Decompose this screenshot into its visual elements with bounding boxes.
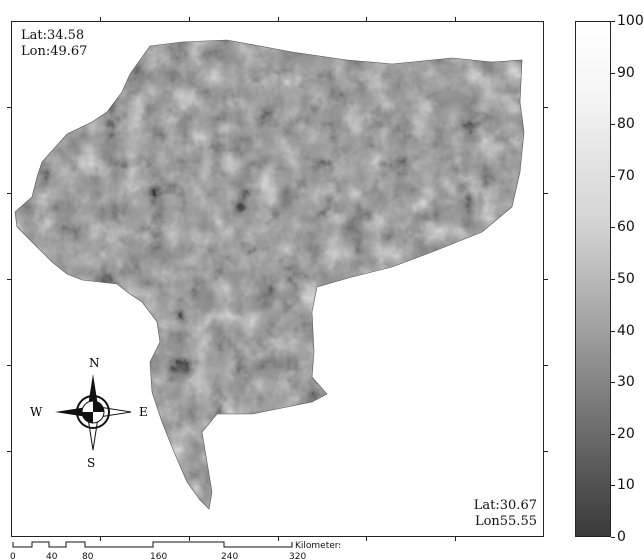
- bottom-right-lat: Lat:30.67: [473, 498, 537, 513]
- scale-bar-tick-label: 320: [289, 552, 306, 560]
- frame-tick: [100, 537, 101, 541]
- colorbar-tick-label: 80: [617, 116, 635, 132]
- colorbar-tick-label: 100: [617, 13, 644, 29]
- frame-tick: [100, 17, 101, 21]
- colorbar-tick-label: 20: [617, 426, 635, 442]
- frame-tick: [544, 193, 548, 194]
- colorbar-tick: [611, 382, 615, 383]
- compass-east-label: E: [139, 405, 148, 419]
- top-left-lat: Lat:34.58: [21, 28, 85, 43]
- frame-tick: [455, 17, 456, 21]
- frame-tick: [7, 365, 11, 366]
- frame-tick: [7, 107, 11, 108]
- colorbar-tick-label: 50: [617, 271, 635, 287]
- scale-bar-segments: [12, 541, 293, 548]
- bottom-right-coordinates: Lat:30.67 Lon55.55: [474, 498, 537, 530]
- colorbar-tick-label: 90: [617, 65, 635, 81]
- top-left-lon: Lon:49.67: [21, 44, 88, 59]
- colorbar-tick: [611, 73, 615, 74]
- scale-bar-tick-label: 0: [10, 552, 16, 560]
- colorbar-tick-label: 0: [617, 529, 626, 545]
- frame-tick: [544, 365, 548, 366]
- region-outline: [14, 39, 525, 510]
- frame-tick: [278, 17, 279, 21]
- colorbar-tick: [611, 21, 615, 22]
- colorbar-tick: [611, 279, 615, 280]
- frame-tick: [189, 17, 190, 21]
- colorbar-tick: [611, 227, 615, 228]
- bottom-right-lon: Lon55.55: [474, 514, 537, 529]
- colorbar-tick: [611, 176, 615, 177]
- top-left-coordinates: Lat:34.58 Lon:49.67: [21, 28, 87, 60]
- colorbar-tick-label: 40: [617, 323, 635, 339]
- compass-south-label: S: [87, 456, 95, 470]
- colorbar-tick: [611, 124, 615, 125]
- frame-tick: [366, 537, 367, 541]
- colorbar-tick-label: 10: [617, 477, 635, 493]
- colorbar-tick-label: 30: [617, 374, 635, 390]
- colorbar-tick-label: 70: [617, 168, 635, 184]
- colorbar-tick: [611, 331, 615, 332]
- frame-tick: [544, 451, 548, 452]
- scale-bar-unit: Kilometers: [295, 541, 340, 551]
- frame-tick: [189, 537, 190, 541]
- scale-bar-tick-label: 80: [82, 552, 94, 560]
- frame-tick: [7, 193, 11, 194]
- colorbar-tick: [611, 485, 615, 486]
- scale-bar-tick-label: 40: [46, 552, 58, 560]
- frame-tick: [455, 537, 456, 541]
- colorbar-tick: [611, 537, 615, 538]
- compass-west-label: W: [30, 405, 43, 419]
- scale-bar-tick-label: 240: [221, 552, 238, 560]
- scale-bar: Kilometers 0 40 80 160 240 320: [10, 541, 340, 560]
- frame-tick: [366, 17, 367, 21]
- compass-north-label: N: [89, 356, 100, 370]
- compass-rose-icon: [55, 374, 132, 451]
- frame-tick: [7, 451, 11, 452]
- frame-tick: [7, 279, 11, 280]
- frame-tick: [544, 279, 548, 280]
- colorbar-tick-label: 60: [617, 219, 635, 235]
- scale-bar-tick-labels: 0 40 80 160 240 320: [10, 552, 306, 560]
- frame-tick: [278, 537, 279, 541]
- map-canvas: N S E W: [14, 39, 525, 510]
- colorbar-tick: [611, 434, 615, 435]
- colorbar: [575, 21, 611, 537]
- frame-tick: [544, 107, 548, 108]
- map-frame: N S E W Lat:34.58 Lon:49.67 Lat:30.67 Lo…: [11, 21, 544, 537]
- scale-bar-tick-label: 160: [150, 552, 167, 560]
